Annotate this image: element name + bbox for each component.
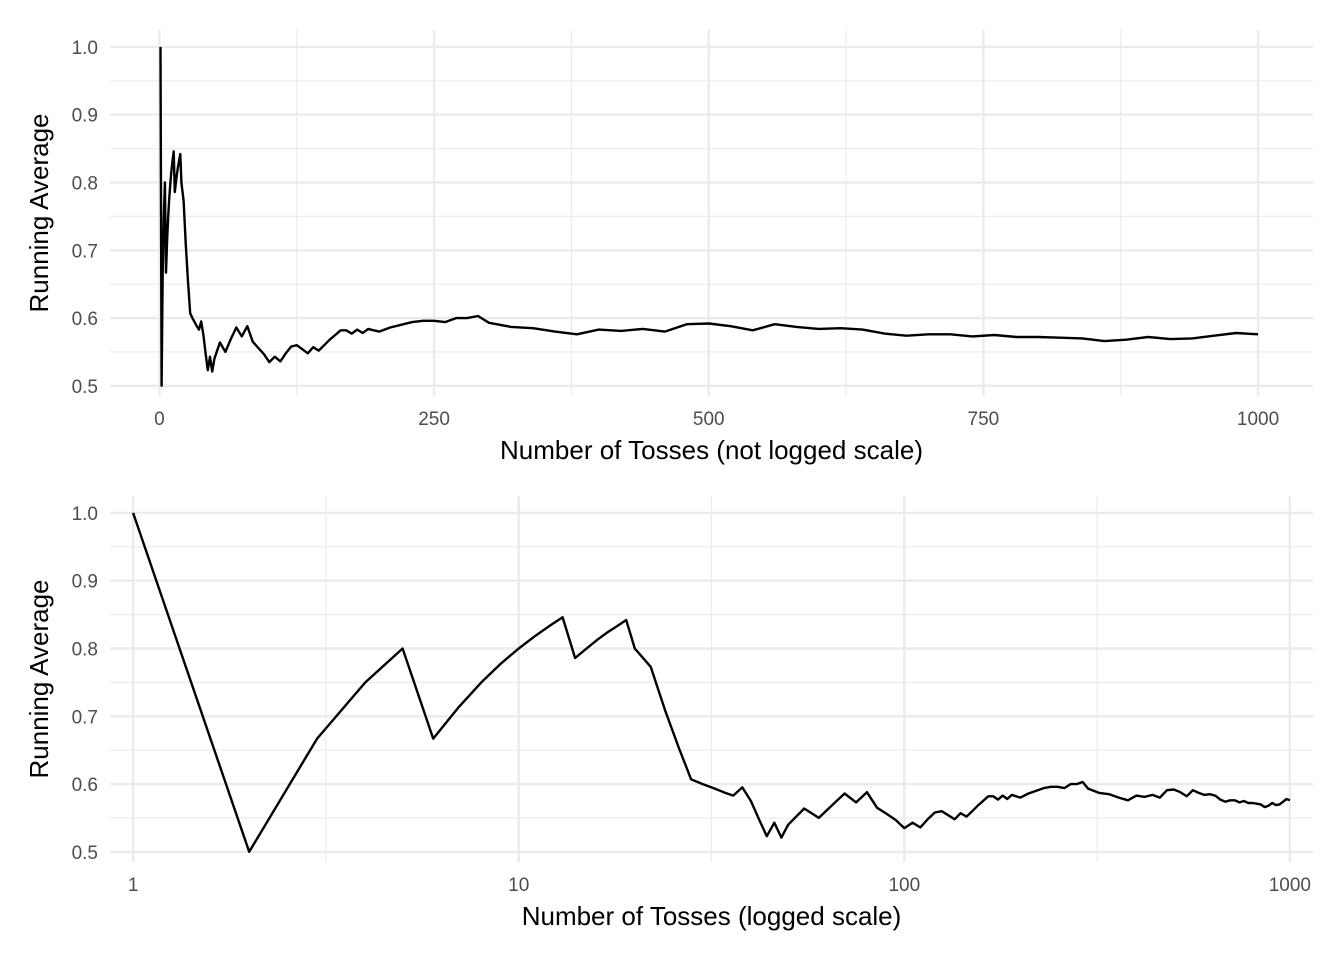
y-tick-label: 1.0	[72, 38, 98, 59]
running-average-line	[131, 512, 1291, 853]
y-tick-label: 0.9	[72, 572, 98, 593]
x-tick-label: 0	[154, 409, 165, 430]
chart-linear-scale: 0.5 0.6 0.7 0.8 0.9 1.0 0 250 500 750 1000 Number o…	[24, 30, 1313, 465]
y-axis-title: Running Average	[24, 113, 54, 312]
x-tick-label: 750	[968, 409, 1000, 430]
y-tick-label: 0.6	[72, 775, 98, 796]
x-tick-label: 250	[418, 409, 450, 430]
y-axis-title: Running Average	[24, 579, 54, 778]
x-tick-label: 1000	[1269, 875, 1311, 896]
running-average-line	[159, 46, 1259, 387]
x-tick-label: 1	[128, 875, 139, 896]
y-tick-label: 1.0	[72, 504, 98, 525]
y-tick-label: 0.9	[72, 106, 98, 127]
x-tick-label: 500	[693, 409, 725, 430]
x-tick-label: 100	[888, 875, 920, 896]
y-tick-label: 0.5	[72, 377, 98, 398]
y-tick-label: 0.8	[72, 174, 98, 195]
y-tick-label: 0.7	[72, 707, 98, 728]
x-tick-label: 10	[508, 875, 529, 896]
y-tick-label: 0.5	[72, 843, 98, 864]
y-tick-label: 0.7	[72, 241, 98, 262]
chart-log-scale: 0.5 0.6 0.7 0.8 0.9 1.0 1 10 100 1000 Number of To…	[24, 496, 1313, 931]
x-axis-title: Number of Tosses (logged scale)	[522, 901, 902, 931]
y-tick-label: 0.8	[72, 640, 98, 661]
y-tick-label: 0.6	[72, 309, 98, 330]
x-tick-label: 1000	[1237, 409, 1279, 430]
x-axis-title: Number of Tosses (not logged scale)	[500, 435, 923, 465]
